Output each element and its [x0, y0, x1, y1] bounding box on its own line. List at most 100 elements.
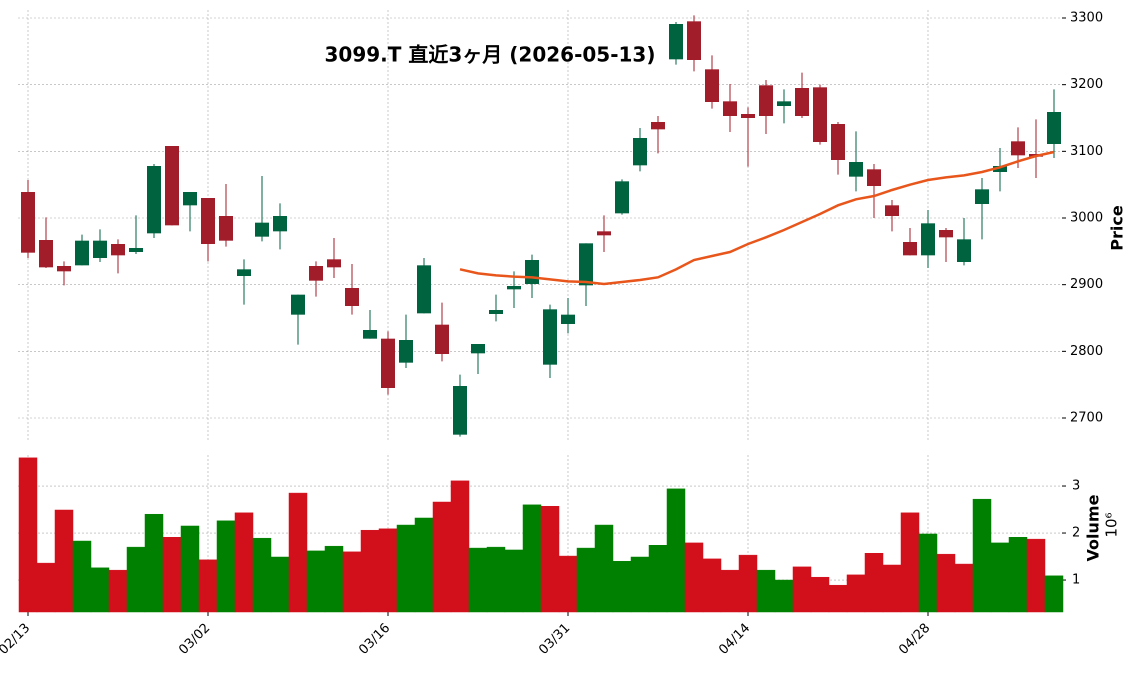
volume-bar: [972, 498, 992, 613]
volume-bar: [900, 512, 920, 613]
candle-body: [291, 294, 305, 315]
volume-bar: [432, 501, 452, 613]
volume-bar: [90, 567, 110, 613]
volume-bar: [828, 584, 848, 613]
volume-bar: [756, 569, 776, 613]
candle-body: [381, 338, 395, 388]
volume-bar: [864, 552, 884, 613]
candle-body: [993, 166, 1007, 172]
candle-body: [525, 260, 539, 284]
volume-bar: [468, 547, 488, 613]
volume-bar: [1008, 537, 1028, 613]
volume-bar: [288, 492, 308, 613]
volume-axis-label: Volume: [1084, 494, 1103, 561]
volume-bar: [810, 576, 830, 613]
volume-bar: [594, 524, 614, 613]
candle-body: [75, 240, 89, 266]
volume-bar: [918, 533, 938, 613]
candle-body: [669, 24, 683, 60]
candle-body: [723, 101, 737, 116]
volume-bar: [1044, 575, 1064, 613]
volume-bar: [54, 509, 74, 613]
candle-body: [975, 189, 989, 204]
candle-body: [435, 324, 449, 354]
candle-body: [237, 269, 251, 276]
candle-body: [867, 169, 881, 186]
candle-body: [831, 124, 845, 160]
volume-bar: [216, 520, 236, 613]
candle-body: [111, 244, 125, 256]
candle-body: [489, 310, 503, 314]
volume-bar: [198, 559, 218, 613]
chart-title: 3099.T 直近3ヶ月 (2026-05-13): [325, 43, 656, 67]
candle-body: [201, 198, 215, 244]
y-tick-label: 2900: [1070, 277, 1103, 292]
candle-body: [957, 239, 971, 262]
y-tick-label: 3100: [1070, 144, 1103, 159]
candle-body: [147, 166, 161, 234]
volume-bar: [666, 488, 686, 613]
volume-bar: [630, 556, 650, 613]
volume-bar: [378, 528, 398, 613]
candle-body: [219, 216, 233, 241]
y-tick-label: 3200: [1070, 77, 1103, 92]
x-tick-label: 03/16: [356, 621, 393, 658]
candle-body: [849, 162, 863, 177]
volume-bar: [306, 550, 326, 613]
candle-body: [759, 85, 773, 116]
volume-bar: [450, 480, 470, 613]
x-tick-label: 04/14: [716, 621, 753, 658]
volume-bar: [846, 574, 866, 613]
volume-bar: [342, 551, 362, 613]
volume-bar: [180, 525, 200, 613]
volume-bar: [252, 537, 272, 613]
candle-body: [1047, 112, 1061, 144]
candle-body: [21, 192, 35, 253]
volume-bar: [72, 540, 92, 613]
candle-body: [345, 288, 359, 306]
volume-bar: [324, 545, 344, 613]
candle-body: [183, 192, 197, 206]
volume-tick-label: 3: [1072, 479, 1080, 494]
volume-bar: [18, 457, 38, 613]
volume-bar: [990, 542, 1010, 613]
candle-body: [471, 344, 485, 354]
volume-bar: [792, 566, 812, 613]
volume-bar: [414, 517, 434, 613]
y-tick-label: 2700: [1070, 411, 1103, 426]
volume-bar: [1026, 538, 1046, 613]
volume-bar: [234, 512, 254, 613]
x-tick-label: 03/31: [536, 621, 573, 658]
candle-body: [543, 309, 557, 365]
x-tick-label: 02/13: [0, 621, 33, 658]
candle-body: [93, 240, 107, 258]
volume-bar: [396, 524, 416, 613]
candle-body: [615, 181, 629, 214]
candle-body: [921, 223, 935, 256]
volume-bar: [144, 513, 164, 613]
y-axis-label: Price: [1108, 205, 1127, 251]
volume-tick-label: 2: [1072, 526, 1080, 541]
volume-bar: [684, 542, 704, 613]
candle-body: [651, 122, 665, 130]
candle-body: [561, 314, 575, 324]
volume-bar: [648, 545, 668, 613]
candle-body: [1011, 141, 1025, 156]
candle-body: [309, 266, 323, 281]
volume-bar: [108, 569, 128, 613]
volume-bar: [936, 553, 956, 613]
volume-bar: [36, 562, 56, 613]
volume-bar: [558, 555, 578, 613]
y-tick-label: 2800: [1070, 344, 1103, 359]
candle-body: [417, 265, 431, 314]
candle-body: [399, 340, 413, 363]
volume-bar: [126, 546, 146, 613]
volume-bar: [576, 547, 596, 613]
candle-body: [363, 330, 377, 339]
candle-body: [903, 242, 917, 256]
candle-body: [453, 386, 467, 435]
volume-bar: [954, 563, 974, 613]
volume-bar: [360, 529, 380, 613]
volume-bar: [270, 556, 290, 613]
